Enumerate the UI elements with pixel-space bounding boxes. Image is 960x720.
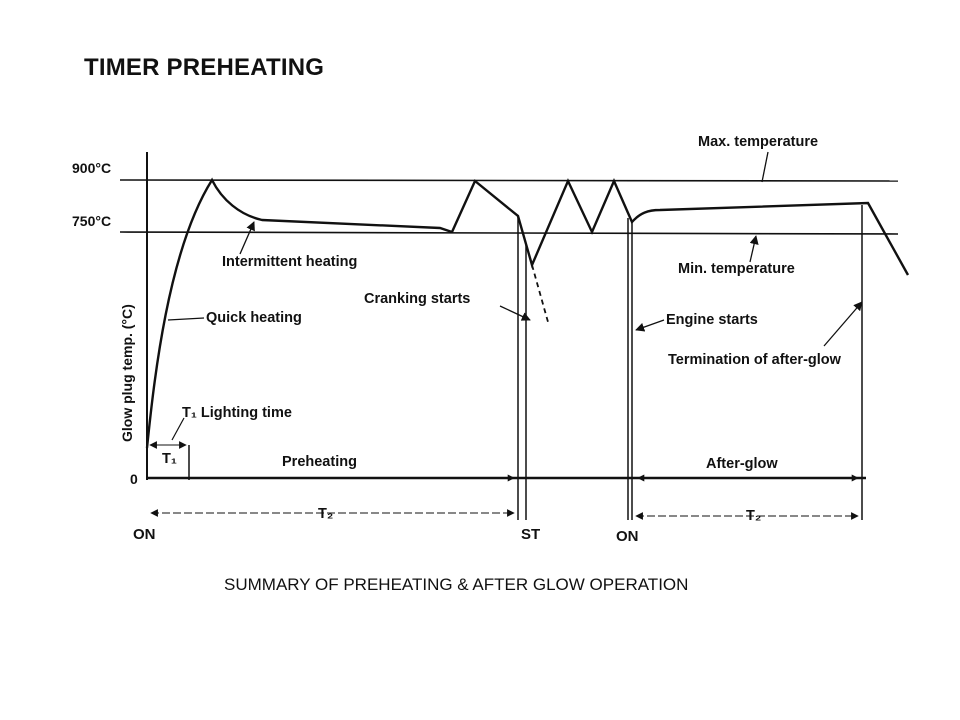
y-axis-label: Glow plug temp. (°C)	[119, 304, 135, 442]
quick-heating-label: Quick heating	[206, 310, 302, 326]
max-temp-leader	[761, 151, 769, 183]
engine-starts-leader	[635, 319, 665, 332]
quick-heating-leader	[167, 317, 205, 321]
event-on-1: ON	[133, 526, 156, 543]
event-on-2: ON	[616, 528, 639, 545]
min-temperature-line	[119, 231, 899, 235]
lighting-time-label: T₁ Lighting time	[182, 405, 292, 421]
engine-starts-label: Engine starts	[666, 312, 758, 328]
cranking-starts-label: Cranking starts	[364, 291, 470, 307]
max-temperature-line	[119, 179, 899, 182]
min-temp-leader	[749, 235, 759, 263]
y-tick-750: 750°C	[72, 213, 111, 229]
after-glow-label: After-glow	[706, 456, 778, 472]
termination-leader	[823, 301, 863, 347]
page-title: TIMER PREHEATING	[84, 54, 325, 81]
t2-left-label: T₂	[318, 506, 333, 522]
termination-label: Termination of after-glow	[668, 352, 842, 368]
lighting-time-leader	[171, 417, 185, 441]
intermittent-leader	[239, 221, 255, 255]
y-tick-0: 0	[130, 471, 138, 487]
y-tick-900: 900°C	[72, 160, 111, 176]
temperature-curve	[145, 177, 910, 449]
preheating-label: Preheating	[282, 454, 357, 470]
figure-caption: SUMMARY OF PREHEATING & AFTER GLOW OPERA…	[224, 575, 689, 594]
intermittent-heating-label: Intermittent heating	[222, 254, 357, 270]
min-temperature-label: Min. temperature	[678, 261, 795, 277]
t2-right-label: T₂	[746, 508, 761, 524]
cranking-leader	[499, 305, 531, 321]
t1-label: T₁	[162, 451, 177, 467]
cranking-dashed-tail	[531, 264, 549, 323]
max-temperature-label: Max. temperature	[698, 134, 818, 150]
event-st: ST	[521, 526, 540, 543]
